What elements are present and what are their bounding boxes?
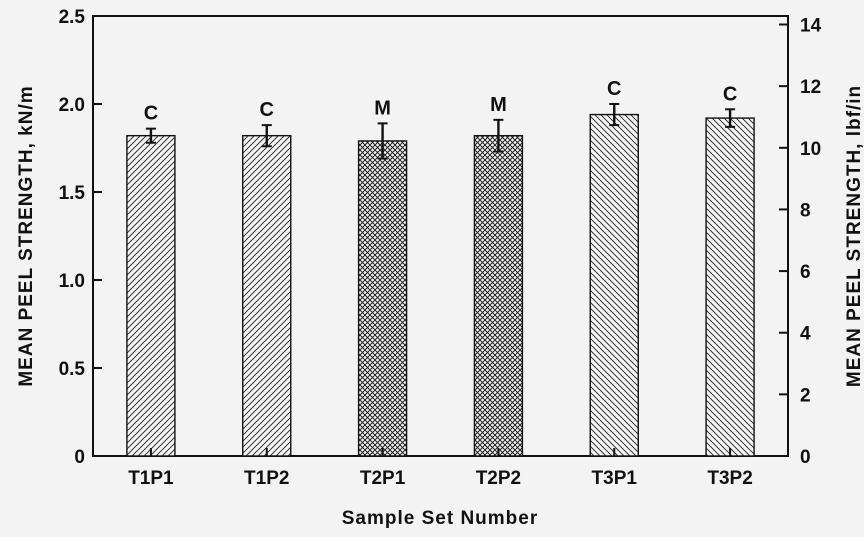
- bar-label: M: [374, 97, 391, 119]
- bar-label: C: [723, 83, 737, 105]
- y-tick-label-left: 0.5: [59, 359, 86, 380]
- bars-layer: C C M M C C: [126, 78, 755, 457]
- x-tick-label: T1P1: [128, 468, 174, 489]
- y-tick-label-right: 6: [800, 262, 811, 283]
- axes-layer: 0 0.5 1.0 1.5 2.0 2.5 0 2 4 6 8 10 12 14 T1P1 T1P2 T2P1 T…: [59, 7, 822, 489]
- y-tick-label-left: 1.0: [59, 271, 85, 292]
- bar-label: M: [490, 94, 507, 116]
- plot-frame: [92, 15, 789, 457]
- bar: [126, 134, 176, 457]
- y-tick-label-left: 2.5: [59, 7, 86, 28]
- bar-label: C: [260, 99, 274, 121]
- y-tick-label-right: 2: [800, 385, 811, 406]
- y-tick-label-left: 0: [74, 447, 85, 468]
- y-axis-title-left: MEAN PEEL STRENGTH, kN/m: [16, 85, 37, 386]
- y-tick-label-left: 1.5: [59, 183, 86, 204]
- x-tick-label: T3P2: [707, 468, 752, 489]
- x-tick-label: T1P2: [244, 468, 289, 489]
- bar: [357, 140, 408, 457]
- y-tick-label-right: 8: [800, 200, 811, 221]
- bar-label: C: [607, 78, 621, 100]
- y-tick-label-right: 4: [800, 324, 811, 345]
- y-tick-label-right: 14: [800, 16, 822, 37]
- bar: [589, 113, 639, 457]
- x-tick-label: T2P1: [360, 468, 406, 489]
- x-tick-label: T3P1: [592, 468, 638, 489]
- bar: [473, 134, 524, 457]
- x-axis-title: Sample Set Number: [342, 508, 539, 529]
- bar: [242, 134, 292, 457]
- bar: [705, 117, 755, 457]
- y-axis-title-right: MEAN PEEL STRENGTH, lbf/in: [844, 85, 864, 387]
- x-tick-label: T2P2: [476, 468, 521, 489]
- bar-label: C: [144, 103, 158, 125]
- y-tick-label-right: 10: [800, 139, 821, 160]
- y-tick-label-left: 2.0: [59, 95, 85, 116]
- y-tick-label-right: 12: [800, 77, 821, 98]
- y-tick-label-right: 0: [800, 447, 811, 468]
